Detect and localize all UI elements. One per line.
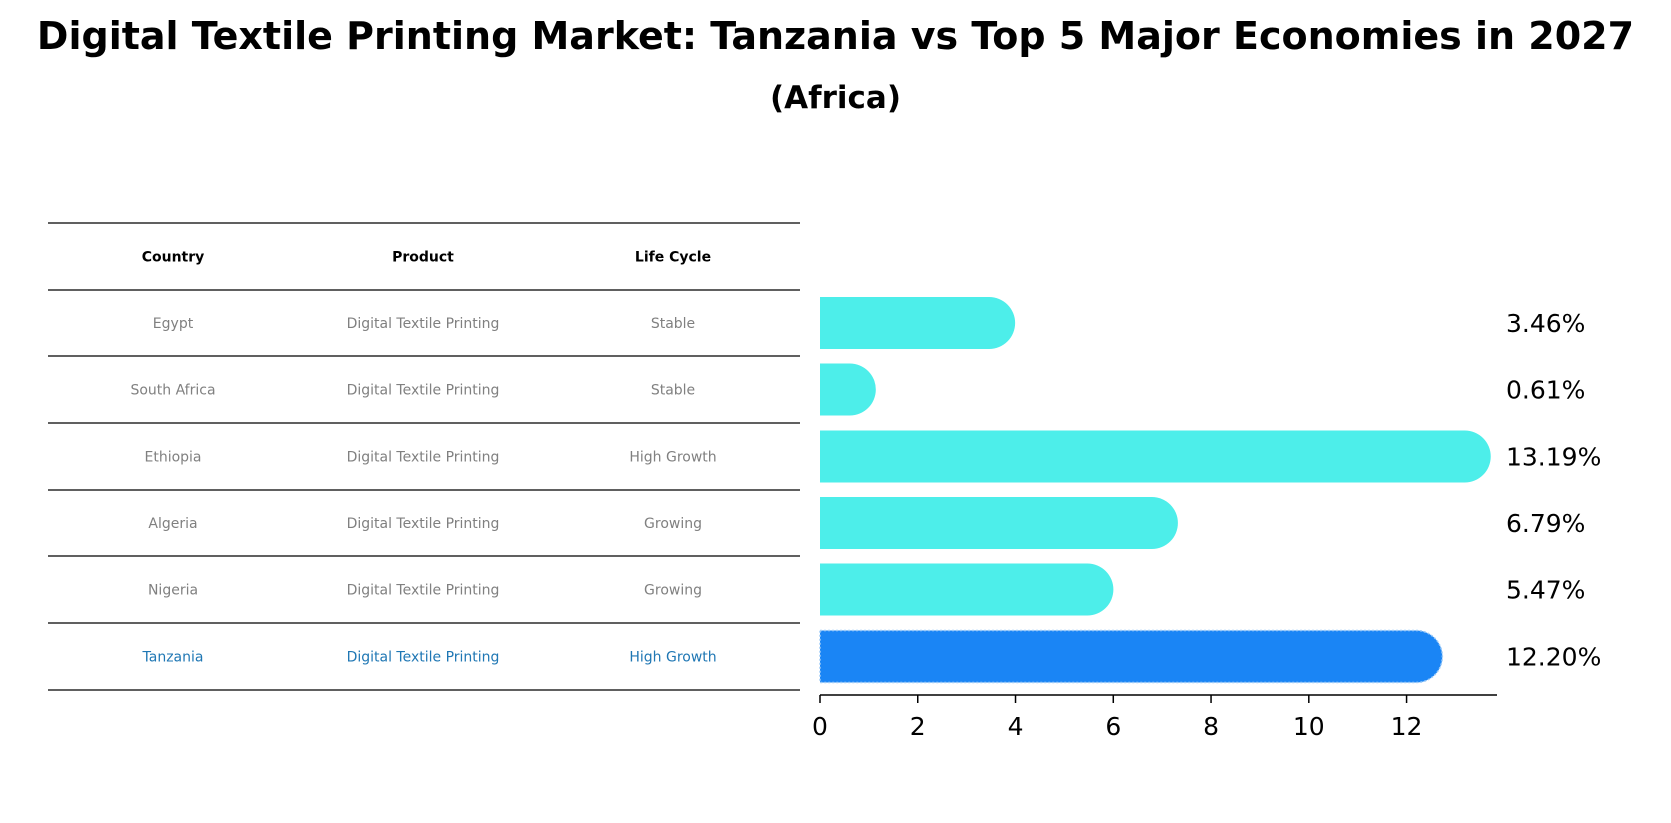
bar-tanzania bbox=[819, 629, 1444, 684]
data-label: 12.20% bbox=[1506, 643, 1601, 672]
table-cell: Tanzania bbox=[142, 650, 204, 666]
table-cell: South Africa bbox=[130, 383, 215, 399]
table-cell: Algeria bbox=[148, 516, 197, 532]
x-tick-label: 8 bbox=[1203, 712, 1219, 741]
table-header-cell: Product bbox=[392, 250, 454, 266]
table-cell: Ethiopia bbox=[144, 450, 201, 466]
bar-nigeria bbox=[820, 563, 1114, 616]
table-cell: Stable bbox=[651, 316, 695, 332]
x-tick-label: 2 bbox=[910, 712, 926, 741]
table-cell: Nigeria bbox=[148, 583, 198, 599]
bar-egypt bbox=[820, 297, 1016, 349]
table-header-cell: Life Cycle bbox=[635, 250, 711, 266]
table-cell: Digital Textile Printing bbox=[347, 583, 500, 599]
chart-title: Digital Textile Printing Market: Tanzani… bbox=[36, 14, 1635, 58]
x-tick-label: 6 bbox=[1105, 712, 1121, 741]
x-tick-label: 10 bbox=[1293, 712, 1325, 741]
table-cell: High Growth bbox=[629, 650, 716, 666]
table-cell: Digital Textile Printing bbox=[347, 650, 500, 666]
x-tick-label: 12 bbox=[1391, 712, 1423, 741]
table-cell: Egypt bbox=[153, 316, 194, 332]
data-label: 0.61% bbox=[1506, 376, 1585, 405]
data-label: 13.19% bbox=[1506, 443, 1601, 472]
table-cell: Digital Textile Printing bbox=[347, 450, 500, 466]
table-header-cell: Country bbox=[142, 250, 205, 266]
x-tick-label: 4 bbox=[1008, 712, 1024, 741]
data-label: 5.47% bbox=[1506, 576, 1585, 605]
table-cell: Digital Textile Printing bbox=[347, 516, 500, 532]
table-cell: Growing bbox=[644, 583, 702, 599]
bar-algeria bbox=[820, 497, 1178, 549]
table-cell: Digital Textile Printing bbox=[347, 316, 500, 332]
data-label: 6.79% bbox=[1506, 509, 1585, 538]
chart-subtitle: (Africa) bbox=[769, 80, 902, 116]
table-cell: Digital Textile Printing bbox=[347, 383, 500, 399]
table-cell: High Growth bbox=[629, 450, 716, 466]
bar-south-africa bbox=[820, 363, 876, 416]
table-cell: Growing bbox=[644, 516, 702, 532]
table-cell: Stable bbox=[651, 383, 695, 399]
data-label: 3.46% bbox=[1506, 309, 1585, 338]
bar-ethiopia bbox=[820, 430, 1491, 483]
x-tick-label: 0 bbox=[812, 712, 828, 741]
